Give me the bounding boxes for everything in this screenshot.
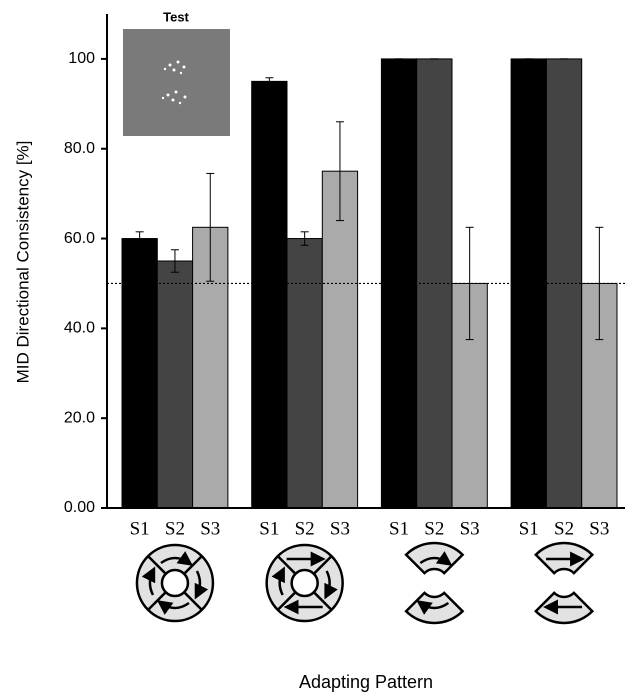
- y-tick-label: 60.0: [64, 230, 95, 247]
- bar: [122, 239, 157, 508]
- bar: [417, 59, 452, 508]
- icon-hole: [162, 570, 188, 596]
- y-tick-label: 80.0: [64, 140, 95, 157]
- y-axis-label: MID Directional Consistency [%]: [13, 141, 32, 384]
- bar: [322, 171, 357, 508]
- inset-image: [123, 29, 230, 136]
- bar: [287, 239, 322, 508]
- bar: [157, 261, 192, 508]
- series-label: S2: [554, 518, 574, 539]
- series-label: S1: [389, 518, 409, 539]
- inset: Test: [123, 9, 230, 136]
- bar: [252, 81, 287, 508]
- series-label: S2: [424, 518, 444, 539]
- series-label: S2: [295, 518, 315, 539]
- pattern-icon: [536, 543, 593, 623]
- icon-hole: [292, 570, 318, 596]
- chart: Test MID Directional Consistency [%] Ada…: [0, 0, 631, 696]
- series-label: S1: [130, 518, 150, 539]
- series-label: S1: [519, 518, 539, 539]
- series-label: S2: [165, 518, 185, 539]
- series-label: S3: [330, 518, 350, 539]
- y-tick-label: 100: [68, 50, 95, 67]
- inset-title: Test: [163, 9, 189, 24]
- y-tick-label: 40.0: [64, 320, 95, 337]
- series-label: S1: [259, 518, 279, 539]
- series-label: S3: [589, 518, 609, 539]
- y-tick-label: 0.00: [64, 499, 95, 516]
- pattern-icon: [137, 545, 213, 621]
- x-axis-label: Adapting Pattern: [299, 672, 433, 692]
- pattern-icon: [406, 543, 463, 623]
- pattern-icon: [267, 545, 343, 621]
- series-label: S3: [460, 518, 480, 539]
- series-label: S3: [200, 518, 220, 539]
- y-tick-label: 20.0: [64, 409, 95, 426]
